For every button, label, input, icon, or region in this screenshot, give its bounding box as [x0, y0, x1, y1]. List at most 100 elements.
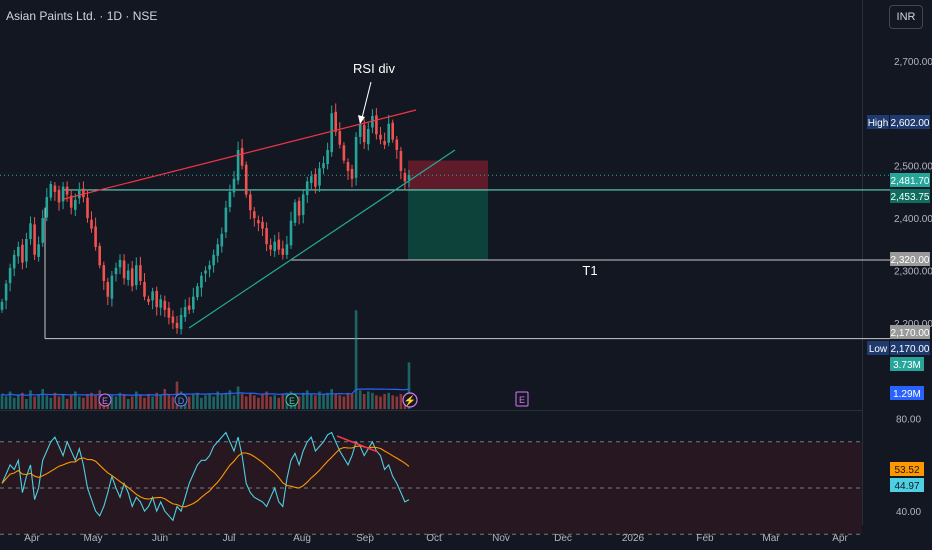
support-price-tag: 2,453.75: [890, 189, 930, 203]
price-tick-label: 2,300.00: [894, 267, 932, 278]
candle-body: [314, 174, 317, 187]
candle-body: [196, 286, 199, 298]
volume-bar: [196, 392, 199, 410]
price-tick-label: 2,200.00: [894, 319, 932, 330]
candle-body: [163, 300, 167, 310]
low-line-price-tag-value: 2,170.00: [891, 328, 930, 339]
candle-body: [57, 189, 61, 203]
time-tick-label: Dec: [554, 533, 572, 544]
rising-wedge-lower-trendline[interactable]: [188, 149, 456, 329]
candle-body: [350, 168, 354, 179]
volume-bar: [208, 394, 211, 409]
rsi-divergence-arrow: [361, 81, 372, 119]
rsi-band: [0, 441, 862, 535]
candle-body: [318, 168, 321, 186]
volume-bar: [367, 391, 370, 409]
profit-target-zone[interactable]: [408, 189, 488, 260]
volume-bar: [4, 396, 8, 409]
volume-bar: [358, 390, 362, 410]
upcoming-earnings-marker[interactable]: E: [515, 391, 529, 407]
volume-bar: [65, 399, 69, 409]
candlesticks: [0, 103, 411, 335]
candle-body: [240, 147, 244, 166]
candle-body: [122, 260, 126, 279]
volume-bar: [277, 397, 281, 410]
volume-bar: [0, 394, 4, 409]
time-tick-label: Jun: [152, 533, 168, 544]
rising-wedge-upper-trendline[interactable]: [63, 109, 417, 200]
volume-bar: [143, 397, 146, 410]
volume-bar: [167, 394, 171, 409]
volume-bar: [57, 396, 61, 409]
volume-bar: [249, 392, 252, 410]
candle-body: [171, 316, 175, 323]
price-axis-ticks: 2,200.00 2,300.00 2,400.00 2,500.00 2,700.00: [894, 57, 932, 330]
volume-bar: [74, 391, 77, 409]
candle-body: [130, 268, 134, 287]
candle-body: [155, 290, 158, 308]
candle-body: [118, 260, 122, 268]
candle-body: [212, 254, 215, 266]
earnings-marker-1-letter: E: [102, 396, 108, 406]
candle-body: [187, 305, 191, 310]
candle-body: [228, 191, 232, 208]
candle-body: [61, 186, 65, 202]
candle-body: [179, 315, 183, 330]
candle-body: [379, 134, 382, 140]
candle-body: [399, 151, 403, 171]
candle-body: [4, 283, 8, 301]
volume-bar: [163, 389, 167, 409]
candle-body: [90, 219, 93, 229]
volume-bar: [310, 394, 313, 409]
candle-body: [281, 248, 285, 255]
volume-bar: [114, 396, 118, 409]
volume-bar: [41, 389, 44, 409]
candle-body: [375, 115, 378, 135]
candle-body: [78, 189, 81, 199]
currency-button[interactable]: INR: [889, 5, 923, 29]
low-price-tag-value: 2,170.00: [891, 344, 930, 355]
volume-bar: [135, 391, 138, 409]
rsi-tick-label: 80.00: [896, 415, 921, 426]
candle-body: [326, 150, 329, 165]
candle-body: [94, 226, 97, 247]
candle-body: [147, 298, 150, 302]
volume-bar: [350, 394, 354, 409]
candle-body: [285, 244, 289, 255]
volume-bar: [53, 392, 57, 410]
candle-body: [387, 123, 390, 143]
volume-bar: [342, 396, 346, 409]
volume-bar: [159, 395, 162, 410]
dividend-marker[interactable]: D: [174, 393, 188, 407]
candle-body: [338, 131, 342, 145]
candle-body: [334, 111, 337, 132]
earnings-marker-2[interactable]: E: [285, 393, 299, 407]
candle-body: [86, 197, 89, 219]
volume-bar: [204, 395, 207, 410]
candle-body: [8, 267, 12, 284]
chart-title: Asian Paints Ltd. · 1D · NSE: [6, 9, 158, 23]
volume-bar: [122, 394, 126, 409]
candle-body: [183, 307, 187, 318]
volume-bar: [25, 399, 28, 409]
target-price-tag-value: 2,320.00: [891, 255, 930, 266]
volume-bar: [45, 395, 49, 410]
candle-body: [236, 150, 240, 181]
corporate-action-marker[interactable]: ⚡: [402, 392, 418, 408]
candle-body: [305, 181, 309, 195]
earnings-marker-1[interactable]: E: [98, 393, 112, 407]
volume-bar: [281, 394, 285, 409]
volume-value-tag-value: 3.73M: [893, 360, 921, 371]
current-price-tag: 2,481.70: [890, 173, 930, 187]
volume-bar: [314, 395, 317, 410]
rsi-divergence-line[interactable]: [336, 435, 379, 453]
volume-bar: [362, 394, 366, 409]
candle-body: [310, 176, 313, 183]
volume-bar: [228, 390, 232, 410]
candle-body: [98, 245, 101, 266]
candle-body: [29, 223, 32, 239]
volume-ma-tag-value: 1.29M: [893, 389, 921, 400]
candle-body: [37, 244, 40, 257]
volume-bar: [37, 394, 40, 409]
